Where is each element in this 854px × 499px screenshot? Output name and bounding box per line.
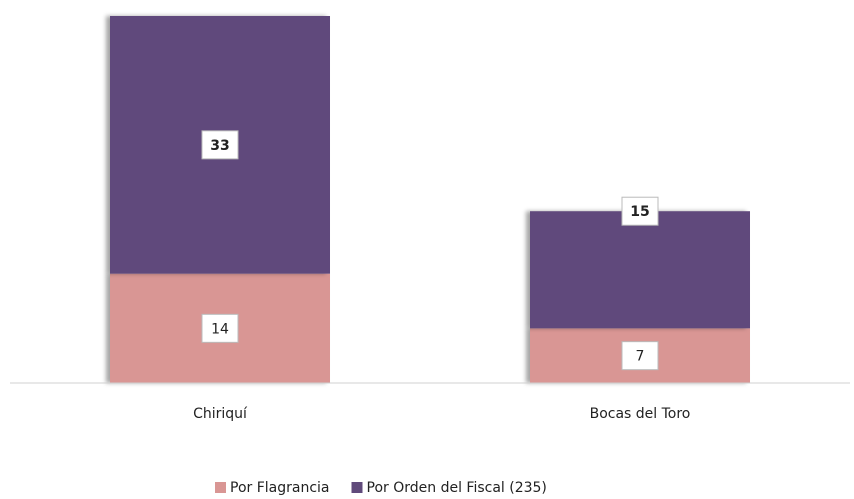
legend-label: Por Flagrancia	[230, 480, 330, 496]
data-label-text: 15	[630, 204, 649, 220]
bar-segment	[530, 211, 750, 329]
data-label: 14	[201, 313, 239, 343]
data-label-text: 33	[210, 138, 229, 154]
data-label-box	[621, 196, 659, 226]
x-tick-label: Bocas del Toro	[590, 406, 691, 422]
data-label: 15	[621, 196, 659, 226]
data-label-text: 14	[211, 321, 229, 337]
legend-label: Por Orden del Fiscal (235)	[367, 480, 547, 496]
x-tick-label: Chiriquí	[193, 406, 248, 422]
data-label: 7	[621, 341, 659, 371]
legend-swatch	[351, 482, 363, 493]
data-label-text: 7	[636, 349, 645, 365]
data-label-box	[201, 130, 239, 160]
data-label-box	[621, 341, 659, 371]
legend-swatch	[215, 482, 226, 493]
data-label: 33	[201, 130, 239, 160]
data-label-box	[201, 313, 239, 343]
